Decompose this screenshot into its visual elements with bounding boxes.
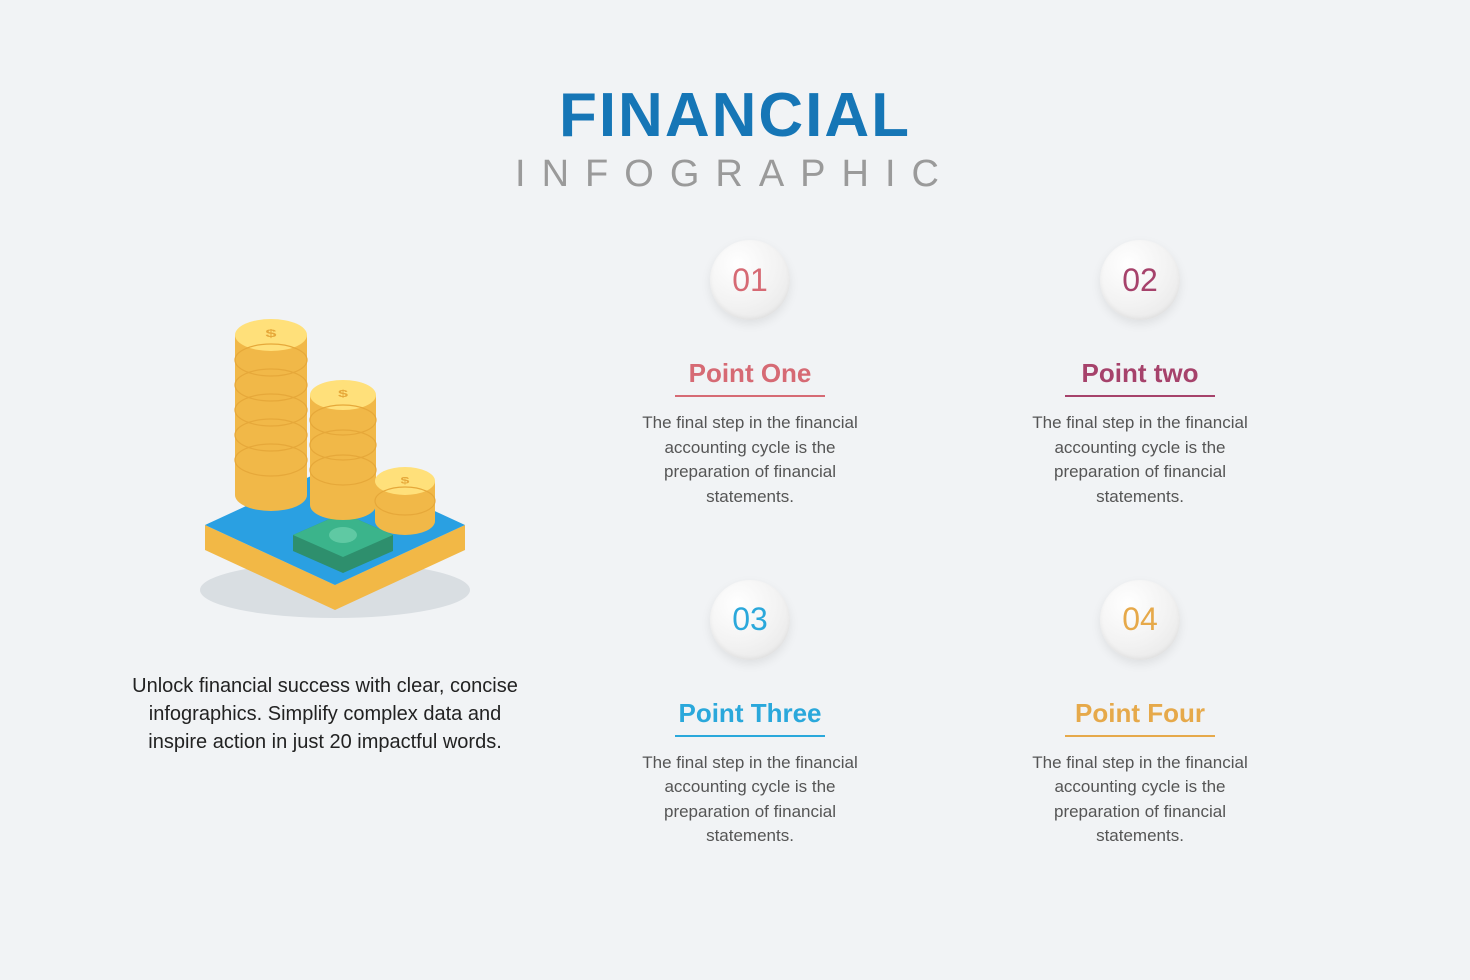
infographic-canvas: FINANCIAL INFOGRAPHIC [0, 0, 1470, 980]
point-1-desc: The final step in the financial account­… [620, 411, 880, 510]
points-grid: 01 Point One The final step in the finan… [600, 240, 1320, 849]
point-4-badge: 04 [1100, 580, 1180, 660]
point-4-desc: The final step in the financial account­… [1010, 751, 1270, 850]
point-2-title: Point two [1065, 358, 1215, 397]
svg-text:$: $ [401, 476, 410, 486]
svg-text:$: $ [265, 327, 276, 339]
point-1: 01 Point One The final step in the finan… [600, 240, 900, 510]
point-3-badge: 03 [710, 580, 790, 660]
main-title: FINANCIAL [515, 80, 955, 151]
header: FINANCIAL INFOGRAPHIC [515, 80, 955, 196]
point-2-badge: 02 [1100, 240, 1180, 320]
coins-illustration: $ $ $ [175, 305, 495, 625]
subtitle: INFOGRAPHIC [515, 153, 955, 196]
point-3-desc: The final step in the financial account­… [620, 751, 880, 850]
caption-text: Unlock financial success with clear, con… [130, 672, 520, 756]
coins-on-platform-icon: $ $ $ [175, 305, 495, 625]
svg-text:$: $ [338, 389, 348, 400]
point-1-badge: 01 [710, 240, 790, 320]
point-2: 02 Point two The final step in the finan… [990, 240, 1290, 510]
point-2-desc: The final step in the financial account­… [1010, 411, 1270, 510]
point-4-title: Point Four [1065, 698, 1215, 737]
point-3: 03 Point Three The final step in the fin… [600, 580, 900, 850]
point-1-title: Point One [675, 358, 825, 397]
point-4: 04 Point Four The final step in the fina… [990, 580, 1290, 850]
point-3-title: Point Three [675, 698, 825, 737]
